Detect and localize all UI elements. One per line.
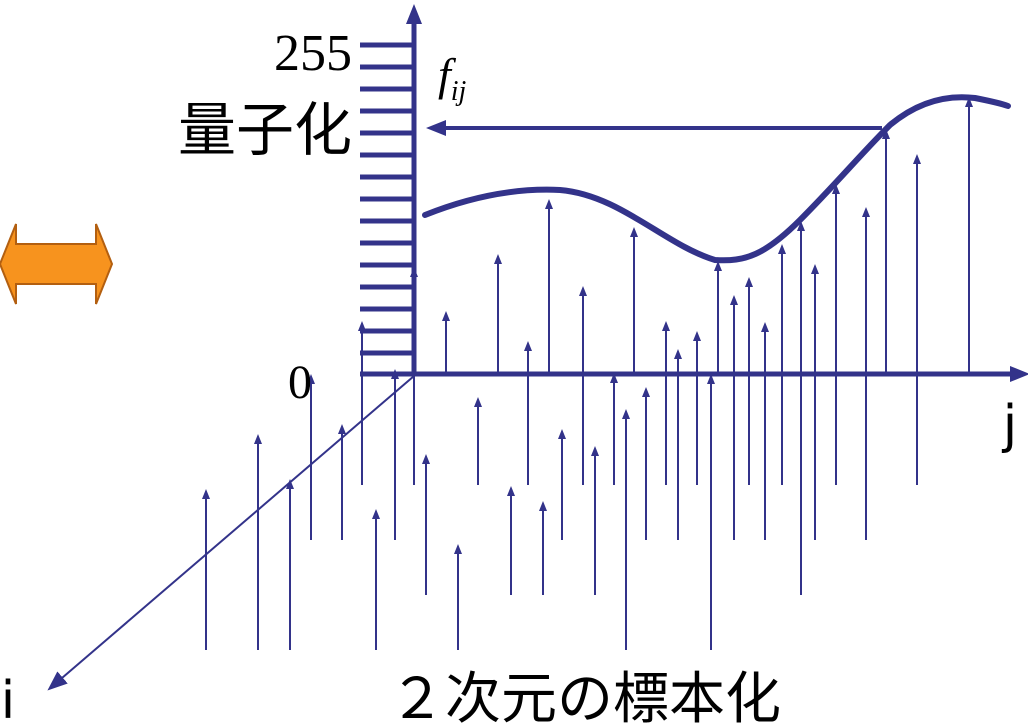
sample-arrows bbox=[202, 97, 973, 650]
double-arrow-icon bbox=[0, 223, 114, 305]
function-label: fij bbox=[438, 49, 467, 107]
max-level-label: 255 bbox=[274, 25, 352, 82]
caption: ２次元の標本化 bbox=[389, 667, 781, 726]
function-subscript: ij bbox=[451, 76, 467, 107]
i-axis bbox=[47, 375, 415, 691]
quantization-label: 量子化 bbox=[178, 96, 352, 164]
zero-label: 0 bbox=[288, 356, 312, 409]
function-curve bbox=[422, 94, 1011, 264]
j-axis-label: j bbox=[1002, 395, 1017, 455]
i-axis-label: i bbox=[1, 671, 15, 726]
quantization-levels bbox=[360, 42, 414, 356]
